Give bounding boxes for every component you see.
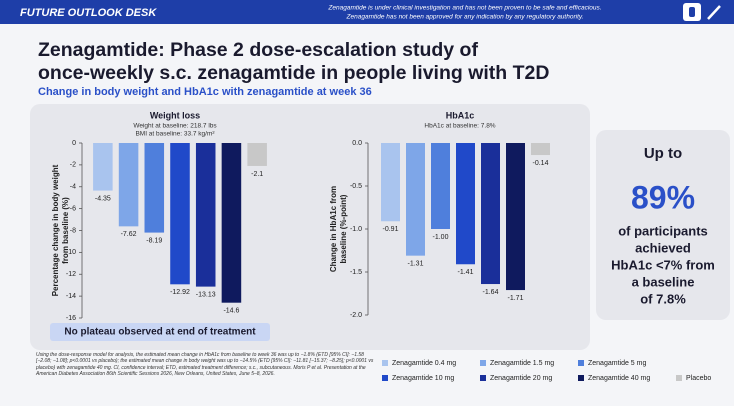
legend-swatch (578, 360, 584, 366)
icon (707, 5, 721, 20)
bar (247, 143, 267, 166)
data-label: -12.92 (170, 289, 190, 296)
subtitle: Change in body weight and HbA1c with zen… (38, 86, 372, 98)
note-box (50, 323, 270, 341)
callout-text: of 7.8% (640, 291, 686, 306)
data-label: -1.64 (483, 289, 499, 296)
y-tick-label: 0.0 (352, 140, 362, 147)
data-label: -2.1 (251, 171, 263, 178)
legend-label: Zenagamtide 1.5 mg (490, 360, 554, 367)
y-tick-label: 0 (72, 140, 76, 147)
legend-label: Zenagamtide 40 mg (588, 375, 650, 382)
bar (456, 143, 475, 265)
callout-text: HbA1c <7% from (611, 257, 715, 272)
disclaimer: Zenagamtide is under clinical investigat… (327, 5, 601, 12)
y-tick-label: -1.0 (350, 226, 362, 233)
callout: Up to 89% of participants achieved HbA1c <7%… (611, 145, 715, 306)
bar (531, 143, 550, 156)
callout-text: a baseline (632, 274, 695, 289)
bar (195, 143, 216, 287)
data-label: -1.31 (408, 261, 424, 268)
chart-title: Weight loss (150, 110, 200, 120)
callout-text: 89% (631, 179, 695, 215)
y-tick-label: -14 (66, 293, 76, 300)
bar (144, 143, 165, 233)
y-axis-label: from baseline (%) (61, 197, 70, 264)
chart-title: HbA1c (446, 110, 475, 120)
callout-text: Up to (644, 145, 682, 162)
y-tick-label: -6 (70, 205, 76, 212)
bar (221, 143, 242, 303)
y-tick-label: -0.5 (350, 183, 362, 190)
chart-subtitle: HbA1c at baseline: 7.8% (424, 123, 495, 130)
icon (689, 7, 695, 17)
brand: FUTURE OUTLOOK DESK (20, 7, 157, 19)
data-label: -7.62 (121, 231, 137, 238)
bar (118, 143, 139, 227)
legend-swatch (676, 375, 682, 381)
legend-label: Placebo (686, 375, 711, 382)
legend-label: Zenagamtide 20 mg (490, 375, 552, 382)
bar (406, 143, 425, 256)
bar (431, 143, 450, 229)
data-label: -0.14 (533, 160, 549, 167)
y-axis-label: Change in HbA1c from (329, 186, 338, 272)
data-label: -1.41 (458, 269, 474, 276)
y-axis-label: baseline (%-point) (339, 194, 348, 263)
callout-text: achieved (635, 240, 691, 255)
disclaimer: Zenagamtide has not been approved for an… (346, 14, 584, 21)
bar (381, 143, 400, 222)
bar (93, 143, 113, 191)
legend-swatch (480, 360, 486, 366)
y-tick-label: -2.0 (350, 312, 362, 319)
legend-label: Zenagamtide 5 mg (588, 360, 646, 367)
data-label: -0.91 (383, 226, 399, 233)
legend-swatch (382, 375, 388, 381)
data-label: -13.13 (196, 291, 216, 298)
y-tick-label: -12 (66, 271, 76, 278)
y-tick-label: -10 (66, 249, 76, 256)
data-label: -1.71 (508, 295, 524, 302)
callout-panel (596, 130, 730, 320)
note: No plateau observed at end of treatment (64, 327, 256, 338)
legend-label: Zenagamtide 0.4 mg (392, 360, 456, 367)
data-label: -8.19 (146, 237, 162, 244)
bar (481, 143, 500, 285)
legend-swatch (382, 360, 388, 366)
legend-label: Zenagamtide 10 mg (392, 375, 454, 382)
y-tick-label: -4 (70, 184, 76, 191)
title: once-weekly s.c. zenagamtide in people l… (38, 62, 549, 84)
data-label: -4.35 (95, 195, 111, 202)
y-tick-label: -8 (70, 227, 76, 234)
y-tick-label: -1.5 (350, 269, 362, 276)
legend-swatch (480, 375, 486, 381)
title: Zenagamtide: Phase 2 dose-escalation stu… (38, 39, 478, 61)
y-axis-label: Percentage change in body weight (51, 164, 60, 296)
footnote: Using the dose-response model for analys… (36, 352, 374, 377)
header-bar (0, 0, 734, 24)
bar (506, 143, 525, 291)
data-label: -14.6 (223, 308, 239, 315)
y-tick-label: -2 (70, 162, 76, 169)
callout-text: of participants (618, 223, 708, 238)
chart-subtitle: BMI at baseline: 33.7 kg/m² (135, 131, 215, 138)
bar (170, 143, 190, 285)
data-label: -1.00 (433, 234, 449, 241)
chart-subtitle: Weight at baseline: 218.7 lbs (133, 123, 217, 130)
legend-swatch (578, 375, 584, 381)
y-tick-label: -16 (66, 315, 76, 322)
